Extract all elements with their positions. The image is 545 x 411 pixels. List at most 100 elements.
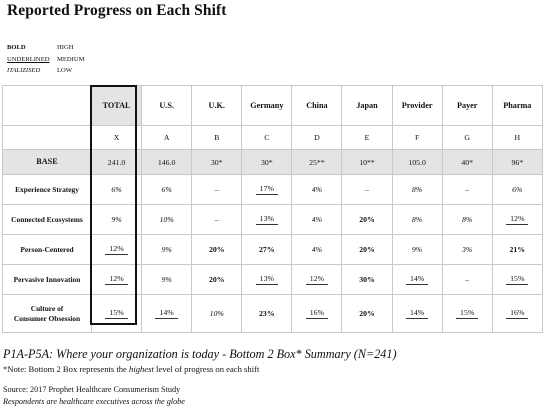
value-cell: 12% <box>291 264 343 295</box>
table-row: Person-Centered 12% 9% 20% 27% 4% 20% 9% 3% 21% <box>2 234 543 265</box>
value-cell: 8% <box>391 204 443 235</box>
value-cell: 4% <box>291 204 343 235</box>
cell-value: 14% <box>155 308 178 319</box>
column-letter: F <box>391 125 443 150</box>
column-letter: B <box>191 125 243 150</box>
note-text-end: level of progress on each shift <box>153 364 260 374</box>
source-line: Source: 2017 Prophet Healthcare Consumer… <box>3 385 181 394</box>
cell-value: 3% <box>462 244 473 254</box>
table-row: Pervasive Innovation 12% 9% 20% 13% 12% 30% 14%… <box>2 264 543 295</box>
cell-value: 16% <box>506 308 529 319</box>
column-letter: G <box>441 125 493 150</box>
base-value: 96* <box>491 149 543 175</box>
cell-value: 12% <box>105 244 128 255</box>
base-value: 10** <box>341 149 393 175</box>
column-header: U.S. <box>141 85 193 126</box>
value-cell: 9% <box>141 234 193 265</box>
base-value: 241.0 <box>90 149 143 175</box>
value-cell: 9% <box>90 204 143 235</box>
cell-value: – <box>465 184 470 194</box>
value-cell: 12% <box>90 234 143 265</box>
cell-value: 6% <box>161 184 172 194</box>
cell-value: 4% <box>311 184 323 194</box>
cell-value: 8% <box>462 214 473 224</box>
value-cell: 4% <box>291 234 343 265</box>
legend-row: UNDERLINED MEDIUM <box>7 54 84 66</box>
value-cell: – <box>191 174 243 205</box>
cell-value: 9% <box>411 244 423 254</box>
note-emphasis: highest <box>129 364 154 374</box>
cell-value: 20% <box>359 244 375 254</box>
value-cell: 12% <box>491 204 543 235</box>
value-cell: 10% <box>191 294 243 333</box>
row-label: Pervasive Innovation <box>2 264 92 295</box>
value-cell: 6% <box>90 174 143 205</box>
value-cell: 12% <box>90 264 143 295</box>
value-cell: 6% <box>141 174 193 205</box>
value-cell: 15% <box>491 264 543 295</box>
cell-value: 12% <box>506 214 529 225</box>
cell-value: 20% <box>359 214 375 224</box>
value-cell: 9% <box>141 264 193 295</box>
value-cell: 20% <box>191 234 243 265</box>
style-legend: BOLD HIGH UNDERLINED MEDIUM ITALIZISED L… <box>7 42 84 77</box>
base-value: 30* <box>191 149 243 175</box>
column-letter: H <box>491 125 543 150</box>
legend-value: MEDIUM <box>57 55 85 63</box>
cell-value: 10% <box>209 308 224 318</box>
base-value: 25** <box>291 149 343 175</box>
legend-key: UNDERLINED <box>7 55 50 63</box>
bottom-box-note: *Note: Bottom 2 Box represents the highe… <box>3 364 259 374</box>
column-header: U.K. <box>191 85 243 126</box>
page-title: Reported Progress on Each Shift <box>7 2 227 19</box>
value-cell: 21% <box>491 234 543 265</box>
base-label: BASE <box>2 149 92 175</box>
table-row: Experience Strategy 6% 6% – 17% 4% – 8% – 6% <box>2 174 543 205</box>
cell-value: 10% <box>159 214 174 224</box>
value-cell: 16% <box>491 294 543 333</box>
cell-value: – <box>465 274 470 284</box>
legend-key: BOLD <box>7 44 26 51</box>
value-cell: 8% <box>441 204 493 235</box>
column-header: Payer <box>441 85 493 126</box>
cell-value: – <box>365 184 369 194</box>
cell-value: 15% <box>506 274 529 285</box>
value-cell: 13% <box>241 264 293 295</box>
cell-value: 17% <box>255 184 278 195</box>
table-row: Connected Ecosystems 9% 10% – 13% 4% 20% 8% 8% 12… <box>2 204 543 235</box>
value-cell: – <box>441 264 493 295</box>
base-value: 146.0 <box>141 149 193 175</box>
cell-value: 4% <box>311 214 323 224</box>
column-letter: X <box>90 125 143 150</box>
value-cell: – <box>191 204 243 235</box>
cell-value: – <box>214 184 219 194</box>
value-cell: 14% <box>391 294 443 333</box>
base-value: 40* <box>441 149 493 175</box>
value-cell: 20% <box>341 294 393 333</box>
base-value: 30* <box>241 149 293 175</box>
value-cell: 23% <box>241 294 293 333</box>
cell-value: 12% <box>105 274 128 285</box>
cell-value: 27% <box>259 244 275 254</box>
value-cell: 20% <box>341 204 393 235</box>
column-letter: C <box>241 125 293 150</box>
value-cell: 16% <box>291 294 343 333</box>
cell-value: 6% <box>111 184 122 194</box>
cell-value: 9% <box>111 214 122 224</box>
row-label-line: Consumer Obsession <box>13 313 81 323</box>
legend-row: BOLD HIGH <box>7 42 84 54</box>
cell-value: 14% <box>405 274 429 285</box>
note-text: *Note: Bottom 2 Box represents the <box>3 364 130 374</box>
value-cell: 13% <box>241 204 293 235</box>
value-cell: 3% <box>441 234 493 265</box>
cell-value: 21% <box>509 244 526 254</box>
value-cell: 6% <box>491 174 543 205</box>
cell-value: 9% <box>161 274 172 284</box>
column-letter: A <box>141 125 193 150</box>
progress-table: TOTAL U.S. U.K. Germany China Japan Provider Pa… <box>2 85 543 333</box>
column-header: TOTAL <box>90 85 143 126</box>
cell-value: 15% <box>456 308 479 319</box>
legend-value: LOW <box>57 67 73 74</box>
value-cell: 15% <box>441 294 493 333</box>
value-cell: 30% <box>341 264 393 295</box>
